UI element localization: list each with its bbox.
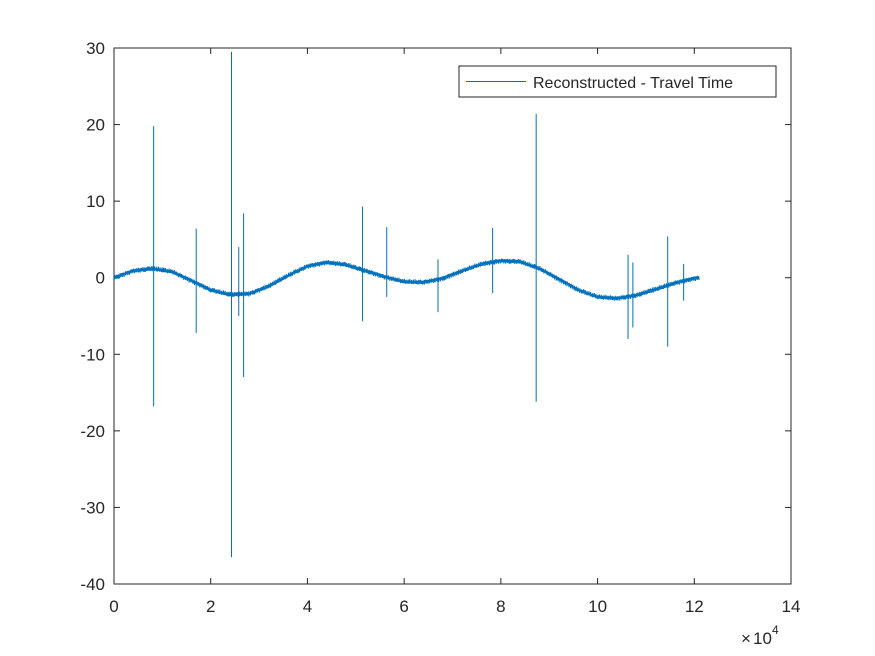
axes-box (113, 47, 792, 585)
x-exponent-base: 10 (753, 629, 772, 648)
series-line (113, 258, 700, 301)
plot-area: 0 2 4 6 8 10 12 14 30 20 10 0 -10 -20 -30 -40 (80, 39, 800, 616)
x-exponent-power: 4 (772, 623, 779, 637)
x-tick-label: 2 (206, 597, 215, 616)
legend: Reconstructed - Travel Time (458, 65, 777, 98)
x-axis-exponent: × 10 4 (741, 623, 779, 648)
x-tick-label: 12 (685, 597, 704, 616)
y-tick-label: 20 (86, 116, 105, 135)
y-tick-label: -10 (80, 345, 105, 364)
y-tick-label: 0 (96, 269, 105, 288)
x-tick-label: 6 (399, 597, 408, 616)
legend-label-reconstructed-travel-time: Reconstructed - Travel Time (533, 75, 733, 92)
x-tick-label: 4 (303, 597, 312, 616)
x-tick-label: 8 (496, 597, 505, 616)
x-tick-label: 0 (109, 597, 118, 616)
x-exponent-times: × (741, 629, 751, 648)
y-tick-label: -30 (80, 498, 105, 517)
x-axis-ticks: 0 2 4 6 8 10 12 14 (109, 48, 800, 616)
y-tick-label: 10 (86, 192, 105, 211)
y-tick-label: 30 (86, 39, 105, 58)
x-tick-label: 14 (782, 597, 801, 616)
y-tick-label: -20 (80, 422, 105, 441)
y-tick-label: -40 (80, 575, 105, 594)
y-axis-ticks: 30 20 10 0 -10 -20 -30 -40 (80, 39, 791, 594)
x-tick-label: 10 (588, 597, 607, 616)
series-layer (113, 51, 700, 558)
